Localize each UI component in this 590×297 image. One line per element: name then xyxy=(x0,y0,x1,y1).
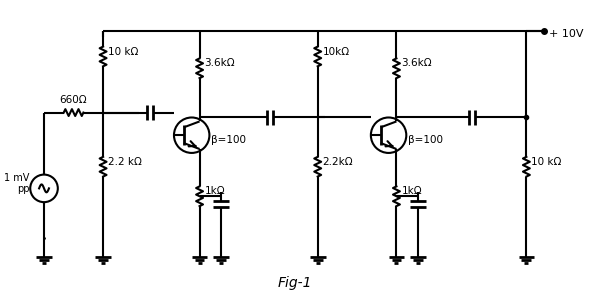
Text: 10kΩ: 10kΩ xyxy=(323,47,350,56)
Text: 10 kΩ: 10 kΩ xyxy=(532,157,562,167)
Text: Fig-1: Fig-1 xyxy=(278,276,312,290)
Text: β=100: β=100 xyxy=(408,135,443,145)
Text: 3.6kΩ: 3.6kΩ xyxy=(205,58,235,68)
Text: β=100: β=100 xyxy=(211,135,247,145)
Text: 1 mV
pp: 1 mV pp xyxy=(4,173,30,194)
Text: 660Ω: 660Ω xyxy=(60,95,87,105)
Text: + 10V: + 10V xyxy=(549,29,584,39)
Text: 10 kΩ: 10 kΩ xyxy=(108,47,139,56)
Text: 2.2kΩ: 2.2kΩ xyxy=(323,157,353,167)
Text: 1kΩ: 1kΩ xyxy=(205,186,225,196)
Text: 3.6kΩ: 3.6kΩ xyxy=(401,58,432,68)
Text: 2.2 kΩ: 2.2 kΩ xyxy=(108,157,142,167)
Text: 1kΩ: 1kΩ xyxy=(401,186,422,196)
